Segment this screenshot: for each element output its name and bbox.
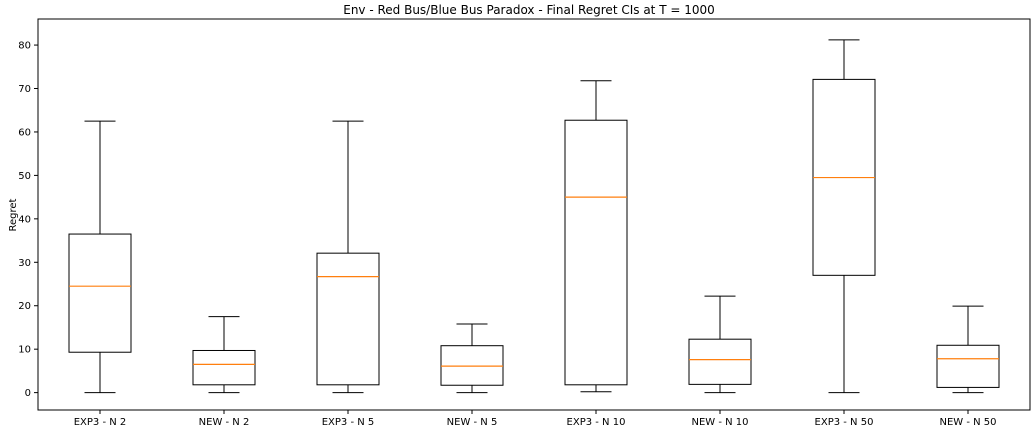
x-tick-label: NEW - N 10 <box>691 417 748 428</box>
x-tick-label: EXP3 - N 5 <box>322 417 375 428</box>
x-axis-ticks: EXP3 - N 2 NEW - N 2 EXP3 - N 5 NEW - N 5 EX… <box>74 410 997 428</box>
y-axis-ticks: 0 10 20 30 40 50 60 70 80 <box>18 41 38 399</box>
plot-frame <box>37 18 1031 411</box>
y-tick-label: 20 <box>18 301 31 312</box>
y-tick-label: 0 <box>25 388 31 399</box>
y-tick-label: 30 <box>18 258 31 269</box>
box-8 <box>936 305 1000 394</box>
chart-title: Env - Red Bus/Blue Bus Paradox - Final R… <box>343 3 715 17</box>
y-tick-label: 80 <box>18 41 31 52</box>
x-tick-label: NEW - N 2 <box>199 417 250 428</box>
iqr-box <box>68 233 132 353</box>
y-tick-label: 40 <box>18 214 31 225</box>
y-tick-label: 50 <box>18 171 31 182</box>
x-tick-label: NEW - N 50 <box>939 417 996 428</box>
y-tick-label: 60 <box>18 127 31 138</box>
x-tick-label: NEW - N 5 <box>447 417 498 428</box>
box-4 <box>440 323 504 394</box>
x-tick-label: EXP3 - N 50 <box>815 417 874 428</box>
iqr-box <box>440 345 504 386</box>
x-tick-label: EXP3 - N 2 <box>74 417 127 428</box>
box-5 <box>564 80 628 393</box>
box-3 <box>316 120 380 394</box>
iqr-box <box>192 349 256 386</box>
axes <box>37 18 1031 411</box>
y-tick-label: 70 <box>18 84 31 95</box>
box-1 <box>68 120 132 394</box>
x-tick-label: EXP3 - N 10 <box>567 417 626 428</box>
iqr-box <box>688 338 752 385</box>
box-2 <box>192 316 256 394</box>
iqr-box <box>564 119 628 386</box>
boxes <box>68 39 1000 394</box>
iqr-box <box>316 252 380 386</box>
box-7 <box>812 39 876 394</box>
y-tick-label: 10 <box>18 345 31 356</box>
box-6 <box>688 295 752 394</box>
iqr-box <box>936 344 1000 388</box>
y-axis-label: Regret <box>8 198 19 231</box>
